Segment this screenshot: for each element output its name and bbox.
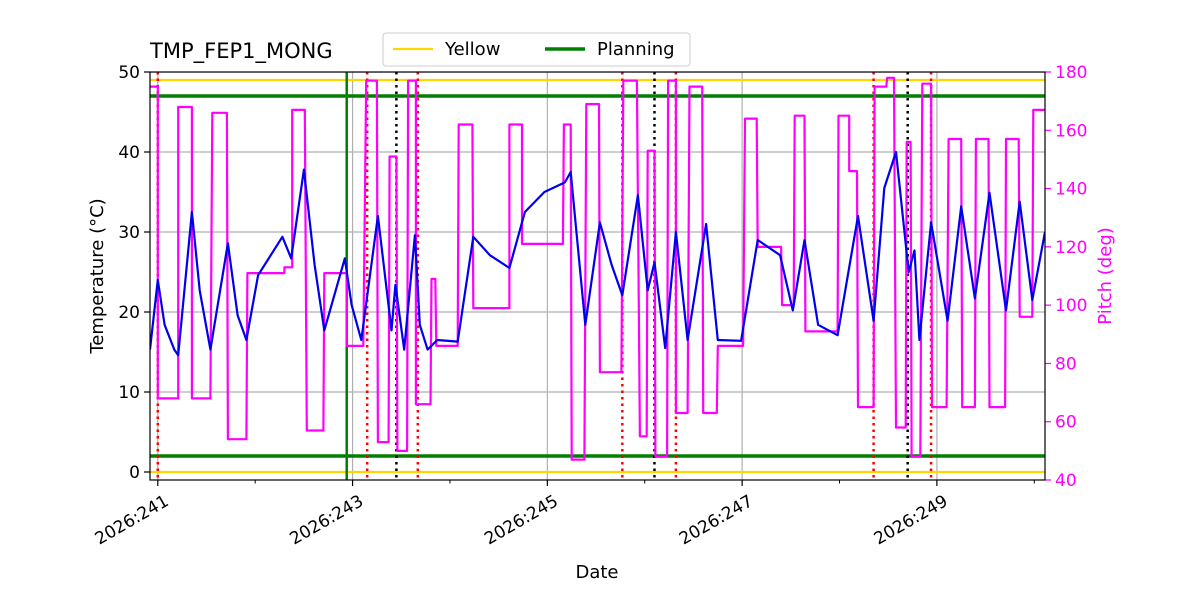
legend-label: Yellow — [444, 39, 500, 60]
y2-tick-label: 120 — [1055, 238, 1087, 258]
x-tick-label: 2026:243 — [286, 491, 367, 549]
y2-tick-label: 180 — [1055, 63, 1087, 83]
y-tick-label: 40 — [118, 143, 140, 163]
y2-axis-label: Pitch (deg) — [1095, 227, 1116, 325]
plot-area — [150, 72, 1045, 480]
y-tick-label: 20 — [118, 303, 140, 323]
y-tick-label: 50 — [118, 63, 140, 83]
x-tick-label: 2026:249 — [871, 491, 952, 549]
x-tick-label: 2026:247 — [676, 491, 757, 549]
chart-title: TMP_FEP1_MONG — [149, 39, 333, 64]
y-tick-label: 0 — [129, 463, 140, 483]
legend-label: Planning — [597, 39, 675, 60]
x-tick-label: 2026:241 — [92, 491, 173, 549]
plot-frame — [149, 71, 1046, 481]
x-tick-label: 2026:245 — [481, 491, 562, 549]
y2-tick-label: 80 — [1055, 354, 1077, 374]
legend-box — [382, 32, 691, 67]
y2-tick-label: 40 — [1055, 471, 1077, 491]
series-line — [150, 76, 1045, 461]
y2-tick-label: 140 — [1055, 180, 1087, 200]
series-line — [150, 150, 1045, 357]
y-axis-label: Temperature (°C) — [87, 198, 108, 354]
y2-tick-label: 60 — [1055, 413, 1077, 433]
y2-tick-label: 100 — [1055, 296, 1087, 316]
x-axis-label: Date — [575, 562, 618, 583]
y-tick-label: 30 — [118, 223, 140, 243]
y-tick-label: 10 — [118, 383, 140, 403]
y2-tick-label: 160 — [1055, 121, 1087, 141]
